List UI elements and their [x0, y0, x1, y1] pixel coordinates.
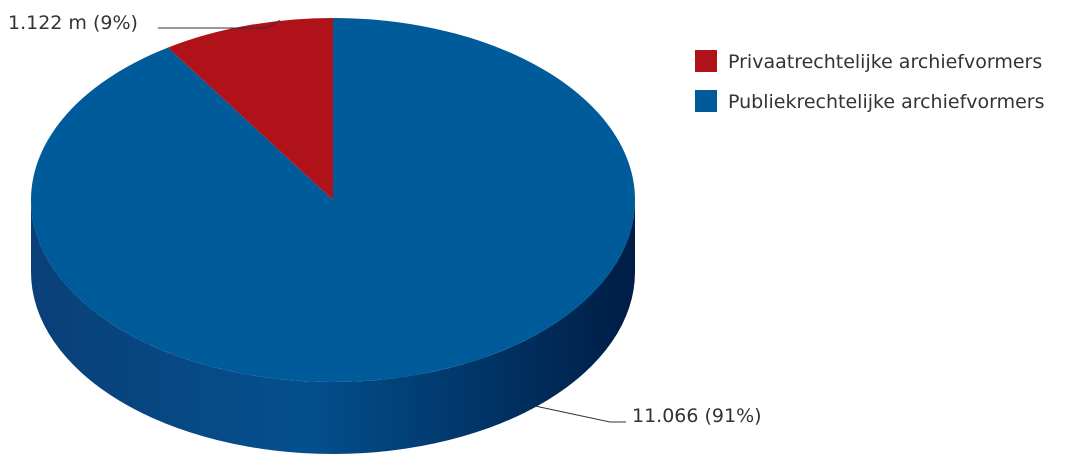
pie-top-faces — [31, 18, 636, 383]
leader-line-publiekrechtelijke — [534, 405, 626, 423]
pie-slice-privaatrechtelijke — [167, 18, 333, 200]
legend-label-privaatrechtelijke: Privaatrechtelijke archiefvormers — [728, 51, 1042, 73]
legend-label-publiekrechtelijke: Publiekrechtelijke archiefvormers — [728, 91, 1045, 113]
data-label-privaatrechtelijke: 1.122 m (9%) — [8, 12, 138, 34]
pie-side-wall — [31, 200, 635, 454]
legend: Privaatrechtelijke archiefvormers Publie… — [695, 50, 1045, 113]
data-label-publiekrechtelijke: 11.066 (91%) — [632, 405, 762, 427]
legend-swatch-publiekrechtelijke — [695, 90, 717, 112]
leader-line-privaatrechtelijke — [158, 19, 280, 29]
legend-item-privaatrechtelijke: Privaatrechtelijke archiefvormers — [695, 50, 1042, 73]
legend-item-publiekrechtelijke: Publiekrechtelijke archiefvormers — [695, 90, 1045, 113]
pie-slice-publiekrechtelijke — [31, 18, 636, 383]
legend-swatch-privaatrechtelijke — [695, 50, 717, 72]
